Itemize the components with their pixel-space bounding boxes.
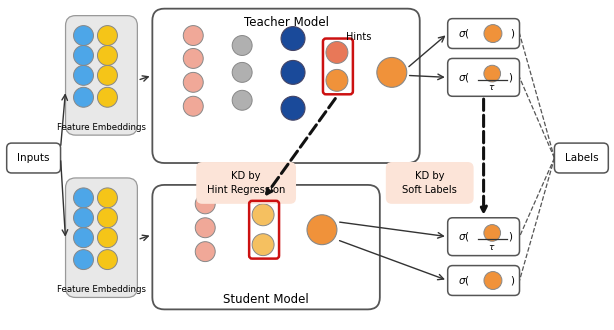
Circle shape: [484, 225, 500, 241]
Text: Inputs: Inputs: [17, 153, 50, 163]
FancyBboxPatch shape: [386, 162, 473, 204]
Circle shape: [184, 26, 203, 46]
Text: $\sigma($: $\sigma($: [457, 230, 469, 243]
FancyBboxPatch shape: [448, 18, 519, 49]
Text: $\sigma($: $\sigma($: [457, 274, 469, 287]
FancyBboxPatch shape: [448, 266, 519, 295]
Circle shape: [98, 26, 117, 46]
Text: $)$: $)$: [508, 230, 513, 243]
FancyBboxPatch shape: [7, 143, 61, 173]
Text: $\sigma($: $\sigma($: [457, 27, 469, 40]
Circle shape: [98, 188, 117, 208]
Circle shape: [184, 49, 203, 68]
Circle shape: [74, 26, 93, 46]
Text: KD by
Soft Labels: KD by Soft Labels: [402, 171, 457, 195]
Circle shape: [184, 72, 203, 92]
Circle shape: [74, 46, 93, 65]
FancyBboxPatch shape: [448, 58, 519, 96]
Circle shape: [98, 46, 117, 65]
Text: $)$: $)$: [508, 71, 513, 84]
Circle shape: [252, 234, 274, 256]
Circle shape: [326, 69, 348, 91]
Text: Student Model: Student Model: [223, 293, 309, 306]
Circle shape: [195, 218, 216, 238]
Circle shape: [232, 36, 252, 55]
Text: $\tau$: $\tau$: [489, 243, 496, 252]
FancyBboxPatch shape: [152, 9, 420, 163]
Text: $)$: $)$: [510, 274, 515, 287]
Circle shape: [98, 249, 117, 270]
FancyBboxPatch shape: [554, 143, 608, 173]
Circle shape: [98, 228, 117, 248]
FancyBboxPatch shape: [196, 162, 296, 204]
Text: $)$: $)$: [510, 27, 515, 40]
Circle shape: [252, 204, 274, 226]
FancyBboxPatch shape: [66, 16, 138, 135]
Circle shape: [74, 65, 93, 85]
Circle shape: [307, 215, 337, 245]
Circle shape: [195, 194, 216, 214]
Circle shape: [74, 188, 93, 208]
Circle shape: [232, 62, 252, 82]
Circle shape: [377, 57, 406, 87]
Text: KD by
Hint Regression: KD by Hint Regression: [207, 171, 286, 195]
Text: Feature Embeddings: Feature Embeddings: [57, 123, 146, 132]
Circle shape: [232, 90, 252, 110]
Circle shape: [281, 96, 305, 120]
Circle shape: [326, 42, 348, 63]
Circle shape: [281, 60, 305, 84]
Circle shape: [98, 87, 117, 107]
FancyBboxPatch shape: [448, 218, 519, 256]
Text: $\tau$: $\tau$: [489, 83, 496, 92]
FancyBboxPatch shape: [152, 185, 380, 310]
Circle shape: [74, 87, 93, 107]
Text: Teacher Model: Teacher Model: [244, 16, 328, 29]
FancyBboxPatch shape: [66, 178, 138, 297]
Circle shape: [98, 208, 117, 228]
Circle shape: [74, 249, 93, 270]
Circle shape: [484, 272, 502, 289]
Circle shape: [195, 242, 216, 262]
Circle shape: [484, 65, 500, 82]
Circle shape: [98, 65, 117, 85]
Circle shape: [74, 208, 93, 228]
Circle shape: [184, 96, 203, 116]
Circle shape: [74, 228, 93, 248]
Text: Feature Embeddings: Feature Embeddings: [57, 285, 146, 294]
Text: $\sigma($: $\sigma($: [457, 71, 469, 84]
Text: Hints: Hints: [346, 32, 371, 42]
Circle shape: [281, 27, 305, 50]
Text: Labels: Labels: [564, 153, 598, 163]
Circle shape: [484, 25, 502, 43]
